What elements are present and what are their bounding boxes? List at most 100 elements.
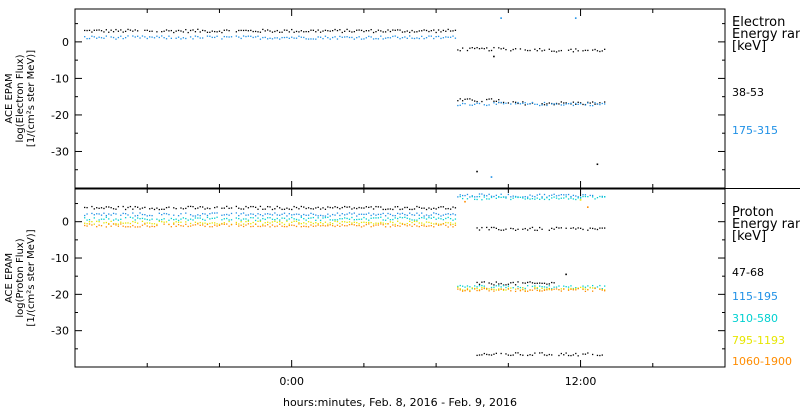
proton-point-795-1193 bbox=[358, 223, 360, 225]
electron-point-175-315 bbox=[228, 36, 230, 38]
electron-point-38-53 bbox=[134, 29, 136, 31]
proton-point-310-580 bbox=[84, 217, 86, 219]
electron-point-38-53 bbox=[584, 49, 587, 52]
proton-point-310-580 bbox=[543, 198, 546, 201]
proton-point-310-580 bbox=[281, 217, 283, 219]
proton-point-115-195 bbox=[288, 213, 290, 215]
electron-point-175-315 bbox=[365, 37, 367, 39]
proton-point-1060-1900 bbox=[486, 287, 488, 290]
proton-point-115-195 bbox=[259, 214, 262, 216]
proton-point-115-195 bbox=[93, 214, 95, 216]
proton-point-795-1193 bbox=[356, 221, 358, 224]
electron-point-38-53 bbox=[514, 101, 517, 103]
proton-point-795-1193 bbox=[124, 222, 127, 224]
proton-point-47-68 bbox=[536, 282, 538, 284]
proton-point-1060-1900 bbox=[124, 226, 127, 228]
proton-point-310-580 bbox=[471, 195, 473, 198]
proton-point-310-580 bbox=[558, 285, 560, 287]
proton-point-115-195 bbox=[591, 194, 594, 197]
electron-point-38-53 bbox=[194, 31, 197, 33]
proton-point-1060-1900 bbox=[245, 224, 247, 226]
electron-point-38-53 bbox=[173, 31, 175, 34]
proton-ylabel-line: [1/(cm²s ster MeV)] bbox=[26, 229, 37, 326]
electron-point-175-315 bbox=[478, 102, 481, 105]
electron-point-38-53 bbox=[185, 28, 187, 31]
proton-point-115-195 bbox=[601, 195, 603, 198]
electron-point-175-315 bbox=[305, 38, 307, 40]
proton-point-795-1193 bbox=[454, 222, 457, 224]
proton-point-47-68 bbox=[283, 208, 286, 210]
proton-point-47-68 bbox=[197, 207, 199, 209]
proton-point-115-195 bbox=[384, 215, 387, 217]
proton-point-115-195 bbox=[377, 213, 380, 216]
proton-point-115-195 bbox=[365, 213, 367, 215]
proton-point-115-195 bbox=[368, 212, 370, 214]
electron-point-38-53 bbox=[276, 29, 278, 32]
proton-point-795-1193 bbox=[134, 221, 136, 223]
proton-point-1060-1900 bbox=[457, 288, 459, 290]
electron-point-38-53 bbox=[84, 29, 86, 32]
proton-point-47-68 bbox=[406, 206, 408, 209]
proton-point-795-1193 bbox=[91, 221, 93, 223]
electron-point-175-315 bbox=[334, 36, 336, 38]
proton-point-47-68 bbox=[380, 206, 382, 208]
proton-point-310-580 bbox=[117, 219, 120, 221]
electron-point-38-53 bbox=[454, 29, 457, 31]
proton-point-1060-1900 bbox=[442, 223, 445, 225]
proton-point-47-68 bbox=[305, 207, 307, 210]
electron-point-175-315 bbox=[565, 103, 567, 105]
proton-point-310-580 bbox=[394, 217, 396, 219]
proton-point-115-195 bbox=[201, 213, 204, 215]
proton-point-115-195 bbox=[96, 213, 98, 215]
proton-point-115-195 bbox=[324, 215, 327, 217]
proton-point-310-580 bbox=[336, 219, 339, 221]
proton-point-1060-1900 bbox=[242, 225, 245, 228]
proton-point-47-68 bbox=[493, 226, 495, 229]
proton-point-115-195 bbox=[242, 212, 245, 214]
proton-point-47-68 bbox=[262, 208, 264, 210]
proton-point-1060-1900 bbox=[319, 225, 322, 227]
electron-point-38-53 bbox=[440, 31, 442, 33]
electron-point-38-53 bbox=[435, 31, 437, 34]
electron-point-38-53 bbox=[601, 50, 603, 52]
proton-point-47-68 bbox=[303, 206, 305, 208]
proton-point-1060-1900 bbox=[601, 289, 603, 291]
electron-point-38-53 bbox=[250, 29, 252, 32]
proton-point-310-580 bbox=[245, 218, 247, 220]
proton-point-310-580 bbox=[259, 219, 262, 221]
proton-point-47-68 bbox=[478, 229, 481, 231]
proton-point-47-68 bbox=[418, 206, 420, 209]
proton-point-115-195 bbox=[112, 212, 115, 215]
proton-point-47-68 bbox=[180, 207, 182, 209]
proton-point-115-195 bbox=[534, 196, 536, 198]
electron-point-175-315 bbox=[124, 37, 127, 39]
electron-point-38-53 bbox=[341, 31, 343, 34]
proton-point-115-195 bbox=[425, 214, 428, 216]
electron-point-38-53 bbox=[478, 48, 481, 50]
proton-point-47-68 bbox=[558, 354, 560, 357]
electron-point-38-53 bbox=[476, 170, 478, 173]
electron-point-38-53 bbox=[201, 29, 204, 32]
proton-point-115-195 bbox=[122, 212, 124, 215]
electron-point-175-315 bbox=[245, 35, 247, 38]
electron-point-38-53 bbox=[591, 49, 594, 51]
proton-point-47-68 bbox=[579, 227, 582, 229]
proton-point-1060-1900 bbox=[348, 223, 351, 226]
electron-point-175-315 bbox=[291, 36, 293, 38]
electron-point-38-53 bbox=[404, 31, 406, 33]
proton-point-115-195 bbox=[209, 213, 211, 215]
electron-point-38-53 bbox=[604, 101, 606, 103]
electron-point-38-53 bbox=[495, 100, 497, 102]
proton-point-1060-1900 bbox=[353, 224, 355, 226]
proton-point-310-580 bbox=[271, 218, 274, 220]
proton-point-115-195 bbox=[551, 194, 553, 196]
electron-point-38-53 bbox=[476, 100, 478, 103]
proton-point-310-580 bbox=[211, 217, 213, 220]
proton-point-1060-1900 bbox=[240, 224, 242, 226]
electron-point-175-315 bbox=[91, 35, 93, 37]
electron-point-38-53 bbox=[286, 29, 288, 31]
proton-point-115-195 bbox=[457, 196, 459, 198]
proton-point-115-195 bbox=[483, 194, 485, 196]
electron-point-175-315 bbox=[288, 37, 290, 40]
proton-point-1060-1900 bbox=[563, 288, 565, 290]
